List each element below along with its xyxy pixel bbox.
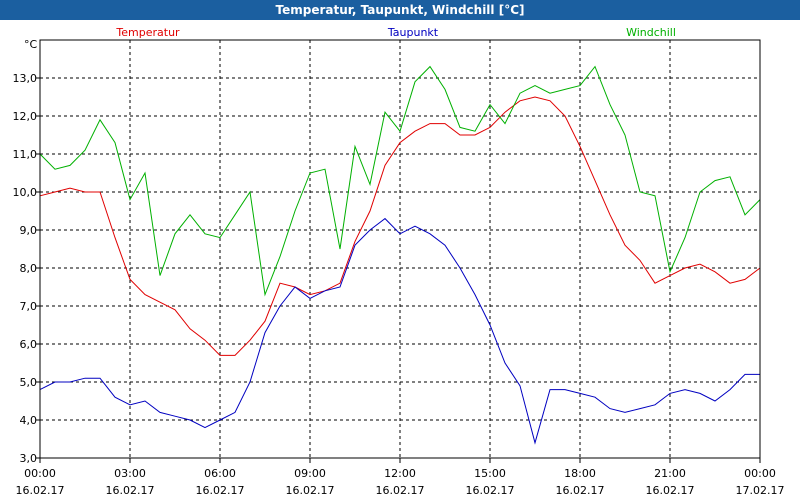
x-tick-time-label: 00:00 [744, 467, 776, 480]
x-tick-date-label: 16.02.17 [196, 484, 245, 497]
y-tick-label: 11,0 [13, 148, 38, 161]
x-tick-date-label: 16.02.17 [466, 484, 515, 497]
chart-canvas: 3,0 4,0 5,0 6,0 7,0 8,0 9,0 10,0 11,0 12,0 13,0 00:… [13, 26, 785, 497]
x-tick-date-label: 16.02.17 [16, 484, 65, 497]
y-tick-label: 6,0 [20, 338, 38, 351]
plot-border [39, 39, 761, 459]
x-tick-time-label: 03:00 [114, 467, 146, 480]
y-tick-label: 4,0 [20, 414, 38, 427]
x-tick-time-label: 15:00 [474, 467, 506, 480]
x-tick-date-label: 17.02.17 [736, 484, 785, 497]
x-tick-time-label: 06:00 [204, 467, 236, 480]
x-tick-date-label: 16.02.17 [106, 484, 155, 497]
y-tick-label: 10,0 [13, 186, 38, 199]
y-tick-label: 8,0 [20, 262, 38, 275]
y-tick-label: 3,0 [20, 452, 38, 465]
chart-title: Temperatur, Taupunkt, Windchill [°C] [0, 0, 800, 20]
legend-label-windchill: Windchill [626, 26, 676, 39]
series-line-temperatur [39, 96, 761, 356]
legend: Temperatur Taupunkt Windchill [115, 26, 676, 39]
x-tick-date-label: 16.02.17 [376, 484, 425, 497]
x-tick-time-label: 21:00 [654, 467, 686, 480]
x-tick-time-label: 09:00 [294, 467, 326, 480]
legend-label-temperatur: Temperatur [115, 26, 180, 39]
y-axis-unit-label: °C [24, 38, 38, 51]
y-tick-label: 5,0 [20, 376, 38, 389]
series-line-windchill [39, 65, 761, 297]
x-tick-date-label: 16.02.17 [286, 484, 335, 497]
series-line-taupunkt [39, 217, 760, 445]
y-tick-label: 12,0 [13, 110, 38, 123]
legend-label-taupunkt: Taupunkt [387, 26, 439, 39]
x-tick-date-label: 16.02.17 [556, 484, 605, 497]
x-tick-time-label: 18:00 [564, 467, 596, 480]
tick-labels: 3,0 4,0 5,0 6,0 7,0 8,0 9,0 10,0 11,0 12,0 13,0 00:… [13, 72, 785, 497]
y-tick-label: 9,0 [20, 224, 38, 237]
x-tick-time-label: 00:00 [24, 467, 56, 480]
grid-lines [36, 40, 761, 463]
y-tick-label: 7,0 [20, 300, 38, 313]
x-tick-time-label: 12:00 [384, 467, 416, 480]
x-tick-date-label: 16.02.17 [646, 484, 695, 497]
y-tick-label: 13,0 [13, 72, 38, 85]
series-lines [39, 65, 761, 445]
